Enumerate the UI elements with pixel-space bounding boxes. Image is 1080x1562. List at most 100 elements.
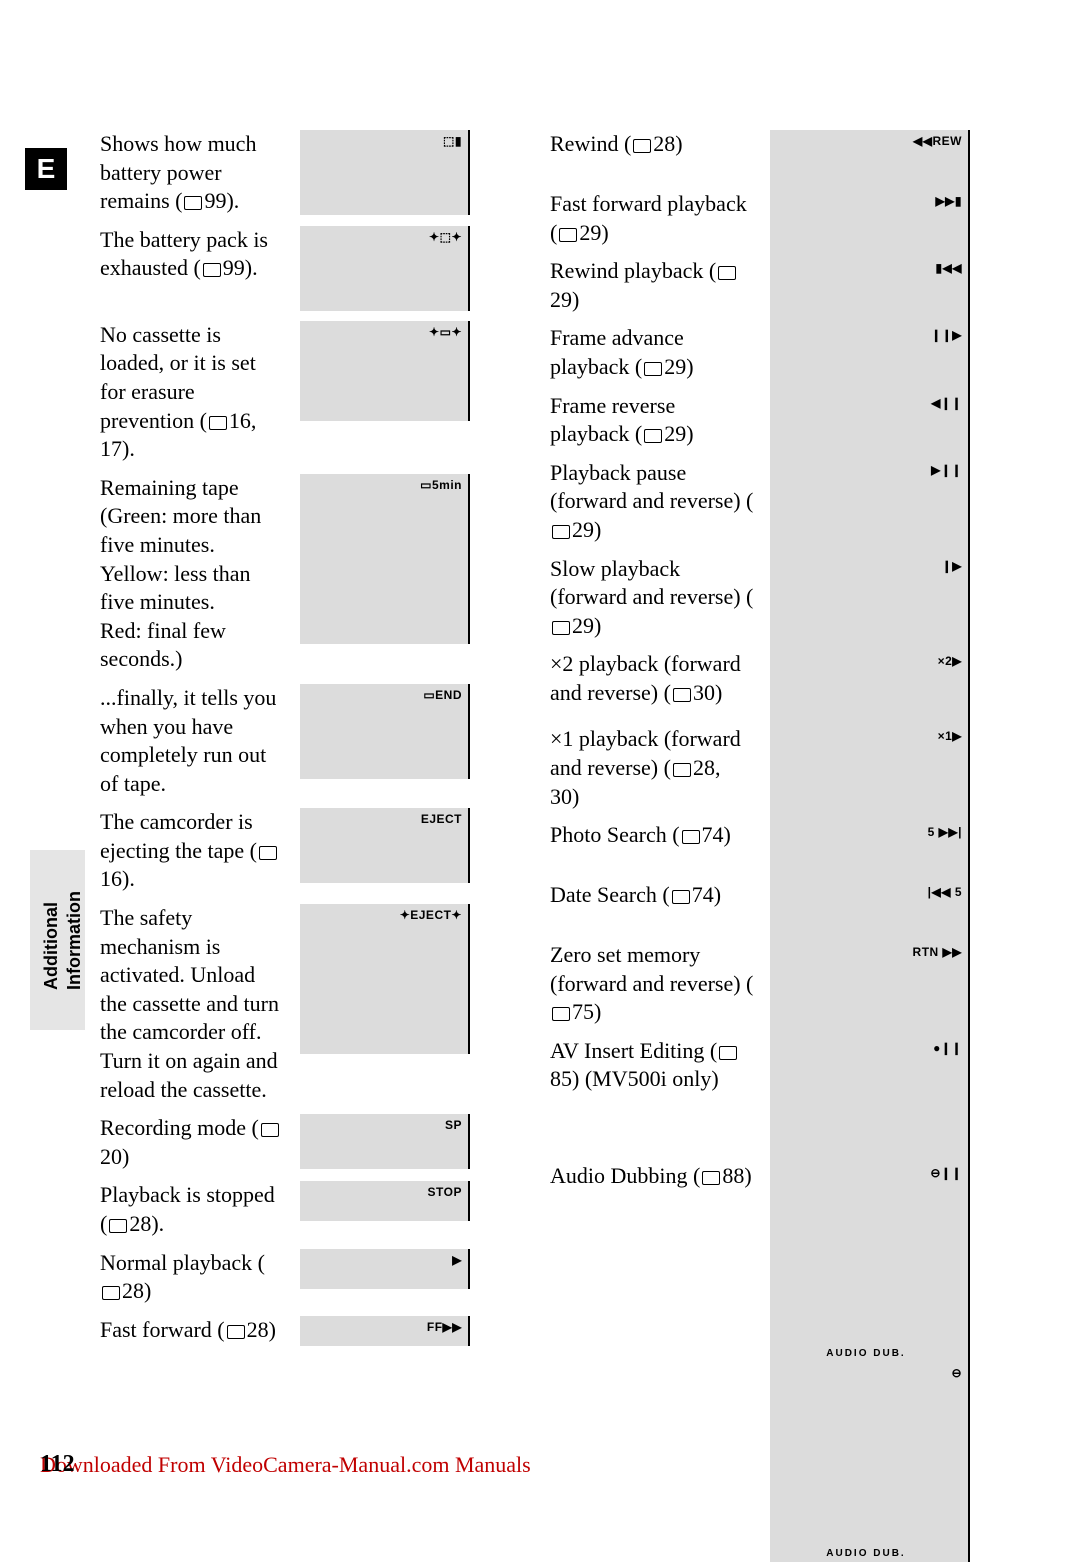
book-icon — [633, 139, 651, 153]
icon-glyph: ✦▭✦ — [429, 325, 462, 341]
book-icon — [109, 1219, 127, 1233]
book-icon — [559, 228, 577, 242]
icon-glyph: ×2▶ — [938, 654, 962, 670]
desc: ×1 playback (forward and reverse) (28, 3… — [550, 725, 760, 811]
desc: Date Search (74) — [550, 881, 760, 910]
entry-right-5: Playback pause (forward and reverse) (29… — [550, 459, 970, 545]
icon-glyph: ◀❙❙ — [931, 396, 962, 412]
icon-glyph: ❙❙▶ — [931, 328, 962, 344]
book-icon — [552, 1007, 570, 1021]
desc: Rewind playback (29) — [550, 257, 760, 314]
entry-right-8: ×1 playback (forward and reverse) (28, 3… — [550, 725, 970, 811]
desc: Playback is stopped (28). — [100, 1181, 290, 1238]
icon-sublabel: AUDIO DUB. — [770, 1547, 962, 1560]
desc: ...finally, it tells you when you have c… — [100, 684, 290, 798]
entry-left-10: Fast forward (28) FF▶▶ — [100, 1316, 520, 1346]
desc: The battery pack is exhausted (99). — [100, 226, 290, 283]
desc: Audio Dubbing (88) — [550, 1162, 760, 1191]
footer: Downloaded From VideoCamera-Manual.com M… — [40, 1451, 531, 1480]
icon-glyph: ❙▶ — [942, 559, 962, 575]
desc: Fast forward (28) — [100, 1316, 290, 1345]
icon-stack: ▶❙❙❙❙◀ — [770, 459, 970, 534]
icon-box: ⊖❙❙ AUDIO DUB. — [770, 1162, 970, 1362]
book-icon — [227, 1325, 245, 1339]
icon-stack: |◀◀ 5DATE SEARCH — [770, 881, 970, 931]
desc: Shows how much battery power remains (99… — [100, 130, 290, 216]
right-column: Rewind (28)◀◀REWFast forward playback (2… — [550, 130, 970, 1356]
desc: Recording mode (20) — [100, 1114, 290, 1171]
book-icon — [552, 525, 570, 539]
entry-left-2: No cassette is loaded, or it is set for … — [100, 321, 520, 464]
desc: Frame advance playback (29) — [550, 324, 760, 381]
entry-right-11: Zero set memory (forward and reverse) (7… — [550, 941, 970, 1027]
entry-right-7: ×2 playback (forward and reverse) (30)×2… — [550, 650, 970, 715]
icon-stack: ◀◀REW — [770, 130, 970, 180]
icon-glyph: ⊖ — [951, 1366, 962, 1382]
desc: The camcorder is ejecting the tape (16). — [100, 808, 290, 894]
entry-right-9: Photo Search (74) 5 ▶▶|PHOTO SEARCH — [550, 821, 970, 871]
book-icon — [718, 266, 736, 280]
book-icon — [552, 621, 570, 635]
side-tab-l2: Information — [63, 891, 86, 990]
entry-left-1: The battery pack is exhausted (99).✦⬚✦ — [100, 226, 520, 311]
entry-left-7: Recording mode (20)SP — [100, 1114, 520, 1171]
desc: Slow playback (forward and reverse) (29) — [550, 555, 760, 641]
entry-left-9: Normal playback (28) ▶ — [100, 1249, 520, 1306]
desc: Remaining tape (Green: more than five mi… — [100, 474, 290, 674]
icon-glyph: 5 ▶▶| — [928, 825, 962, 841]
entry-right-3: Frame advance playback (29) ❙❙▶ — [550, 324, 970, 381]
side-tab: Additional Information — [40, 891, 87, 990]
icon-box: ▭END — [300, 684, 470, 779]
section-badge: E — [25, 148, 67, 190]
icon-glyph: ⊖❙❙ — [930, 1166, 962, 1182]
book-icon — [261, 1123, 279, 1137]
icon-box: SP — [300, 1114, 470, 1169]
entry-left-4: ...finally, it tells you when you have c… — [100, 684, 520, 798]
book-icon — [644, 362, 662, 376]
book-icon — [673, 688, 691, 702]
icon-glyph: ●❙❙ — [933, 1041, 962, 1057]
side-tab-l1: Additional — [40, 891, 63, 990]
icon-glyph: FF▶▶ — [427, 1320, 462, 1336]
desc: Frame reverse playback (29) — [550, 392, 760, 449]
icon-box: ⬚▮ — [300, 130, 470, 215]
entry-left-3: Remaining tape (Green: more than five mi… — [100, 474, 520, 674]
entry-right-1: Fast forward playback (29)▶▶▮ — [550, 190, 970, 247]
icon-glyph: ▶❙❙ — [931, 463, 962, 479]
icon-glyph: ▶ — [452, 1253, 462, 1269]
desc: Rewind (28) — [550, 130, 760, 159]
book-icon — [702, 1171, 720, 1185]
icon-stack: ❙▶◀❙ — [770, 555, 970, 630]
desc: Zero set memory (forward and reverse) (7… — [550, 941, 760, 1027]
icon-box: ▭5min — [300, 474, 470, 644]
icon-glyph: ▭5min — [420, 478, 462, 494]
icon-glyph: ✦EJECT✦ — [400, 908, 462, 924]
book-icon — [102, 1286, 120, 1300]
entry-right-6: Slow playback (forward and reverse) (29)… — [550, 555, 970, 641]
entry-left-6: The safety mechanism is activated. Unloa… — [100, 904, 520, 1104]
icon-sublabel: AUDIO DUB. — [770, 1347, 962, 1360]
icon-glyph: STOP — [428, 1185, 462, 1201]
icon-box: ✦EJECT✦ — [300, 904, 470, 1054]
entry-right-0: Rewind (28) ◀◀REW — [550, 130, 970, 180]
desc: Normal playback (28) — [100, 1249, 290, 1306]
entry-left-5: The camcorder is ejecting the tape (16).… — [100, 808, 520, 894]
icon-box: ✦▭✦ — [300, 321, 470, 421]
book-icon — [673, 763, 691, 777]
icon-box: FF▶▶ — [300, 1316, 470, 1346]
icon-glyph: ▭END — [423, 688, 462, 704]
icon-stack: 5 ▶▶|PHOTO SEARCH — [770, 821, 970, 871]
book-icon — [719, 1046, 737, 1060]
desc: Playback pause (forward and reverse) (29… — [550, 459, 760, 545]
icon-glyph: EJECT — [421, 812, 462, 828]
desc: Photo Search (74) — [550, 821, 760, 850]
entry-left-8: Playback is stopped (28). STOP — [100, 1181, 520, 1238]
icon-glyph: ×1▶ — [938, 729, 962, 745]
entry-right-12: AV Insert Editing (85) (MV500i only)●❙❙A… — [550, 1037, 970, 1152]
entry-right-10: Date Search (74) |◀◀ 5DATE SEARCH — [550, 881, 970, 931]
icon-stack: ⊖❙❙AUDIO DUB.⊖AUDIO DUB. — [770, 1162, 970, 1277]
icon-stack: ◀❙❙ — [770, 392, 970, 447]
desc: Fast forward playback (29) — [550, 190, 760, 247]
book-icon — [209, 416, 227, 430]
entry-right-13: Audio Dubbing (88) ⊖❙❙AUDIO DUB.⊖AUDIO DU… — [550, 1162, 970, 1277]
